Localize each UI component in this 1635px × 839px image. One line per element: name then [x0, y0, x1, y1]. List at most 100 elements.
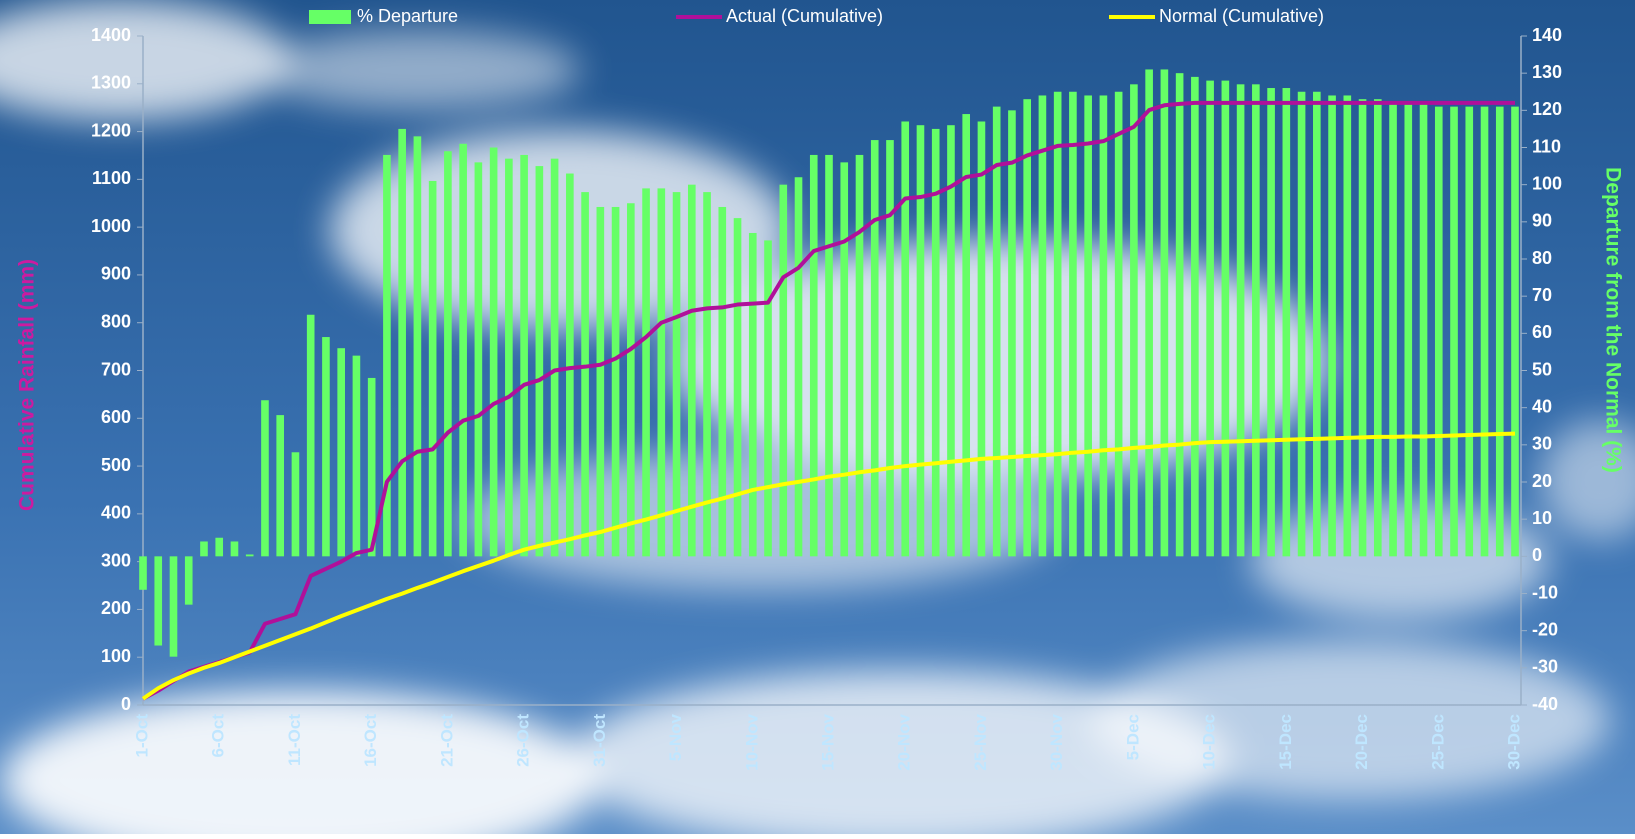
x-tick-label: 10-Dec [1200, 714, 1219, 770]
bar [1465, 106, 1474, 557]
bar [1252, 84, 1260, 557]
y2-tick-label: 10 [1532, 508, 1552, 528]
bar [1206, 80, 1214, 557]
legend-label: Actual (Cumulative) [726, 6, 883, 26]
x-tick-label: 31-Oct [590, 714, 609, 767]
bar [779, 184, 788, 557]
bar [261, 400, 269, 557]
bar [581, 192, 589, 557]
bar [1069, 91, 1077, 557]
x-tick-label: 15-Dec [1276, 714, 1295, 770]
bar [764, 240, 772, 557]
bar [611, 206, 620, 557]
x-tick-label: 25-Dec [1428, 714, 1447, 770]
y2-tick-label: 70 [1532, 285, 1552, 305]
bar [413, 136, 422, 557]
bar [596, 206, 605, 557]
x-tick-label: 5-Dec [1123, 714, 1142, 760]
x-tick-label: 20-Dec [1352, 714, 1371, 770]
bar [1343, 95, 1352, 557]
bar [154, 556, 163, 646]
x-tick-label: 15-Nov [818, 713, 837, 770]
y-tick-label: 400 [101, 503, 131, 523]
x-tick-label: 6-Oct [209, 714, 228, 758]
bar [230, 541, 239, 557]
bar [1099, 95, 1108, 557]
y-tick-label: 1400 [91, 25, 131, 45]
y2-tick-label: 0 [1532, 545, 1542, 565]
x-tick-label: 26-Oct [514, 714, 533, 767]
y2-tick-label: 90 [1532, 211, 1552, 231]
bar [169, 556, 178, 657]
x-tick-label: 21-Oct [437, 714, 456, 767]
bar [200, 541, 208, 557]
bar [1267, 88, 1275, 557]
x-tick-label: 16-Oct [361, 714, 380, 767]
bar [1328, 95, 1336, 557]
x-tick-label: 25-Nov [971, 713, 990, 770]
y-tick-label: 1000 [91, 216, 131, 236]
bar [1434, 106, 1443, 557]
y-tick-label: 800 [101, 311, 131, 331]
bar [1313, 91, 1321, 557]
bar [367, 377, 376, 557]
bar [809, 154, 818, 557]
y2-tick-label: 120 [1532, 99, 1562, 119]
bar [245, 554, 254, 557]
bar [1511, 106, 1519, 557]
bar [794, 177, 803, 557]
x-tick-label: 5-Nov [666, 713, 685, 761]
legend-label: % Departure [357, 6, 458, 26]
bar [474, 162, 483, 557]
bar [291, 452, 300, 557]
bar [444, 151, 452, 557]
x-tick-label: 20-Nov [895, 713, 914, 770]
y2-tick-label: -30 [1532, 657, 1558, 677]
bar [977, 121, 986, 557]
bar [992, 106, 1001, 557]
y2-tick-label: 100 [1532, 173, 1562, 193]
y2-tick-label: 50 [1532, 359, 1552, 379]
bar [687, 184, 696, 557]
x-tick-label: 30-Dec [1504, 714, 1523, 770]
x-tick-label: 11-Oct [285, 714, 304, 766]
bar [1389, 102, 1397, 557]
bar [840, 162, 849, 557]
y2-tick-label: -10 [1532, 582, 1558, 602]
bar [901, 121, 910, 557]
bar [352, 355, 361, 557]
bar [1130, 84, 1138, 557]
bar [1175, 73, 1184, 557]
bar [1221, 80, 1230, 557]
bar [748, 232, 757, 557]
bar [916, 125, 925, 557]
bar [870, 140, 879, 557]
bar [886, 140, 894, 557]
y2-tick-label: 40 [1532, 396, 1552, 416]
y-tick-label: 1200 [91, 120, 131, 140]
bar [535, 166, 544, 557]
bar [215, 537, 224, 557]
bar [1114, 91, 1123, 557]
bar [566, 173, 574, 557]
legend-label: Normal (Cumulative) [1159, 6, 1324, 26]
bar [733, 218, 742, 557]
y-axis-title: Cumulative Rainfall (mm) [16, 259, 39, 511]
bar [322, 337, 330, 557]
bar [855, 154, 864, 557]
bar [627, 203, 635, 557]
bar [505, 158, 513, 557]
bar [1236, 84, 1245, 557]
y2-tick-label: -20 [1532, 619, 1558, 639]
y-tick-label: 300 [101, 550, 131, 570]
bar [1038, 95, 1047, 557]
bar [1145, 69, 1153, 557]
y2-tick-label: -40 [1532, 694, 1558, 714]
y-tick-label: 600 [101, 407, 131, 427]
y-tick-label: 900 [101, 264, 131, 284]
bar [489, 147, 498, 557]
bar [657, 188, 666, 557]
bar [703, 192, 711, 557]
